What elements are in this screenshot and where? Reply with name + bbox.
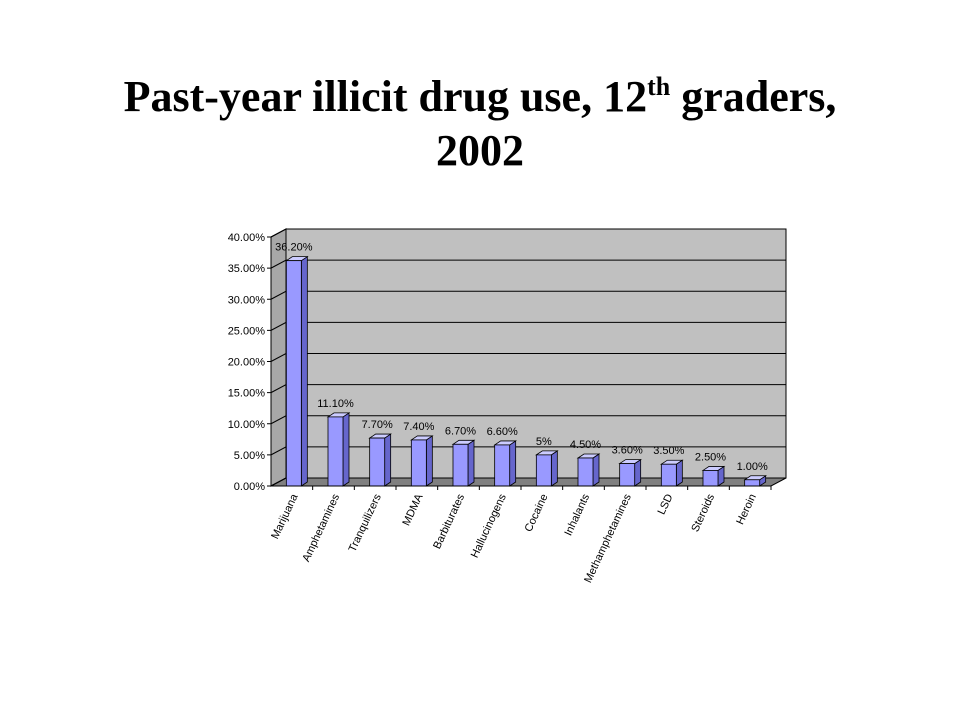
bar-front [369,437,386,487]
gridline [270,259,786,269]
bar-side [467,439,475,487]
bar-front [327,416,344,487]
bar [701,465,726,487]
bar [451,439,476,487]
y-tick-label: 30.00% [228,294,266,306]
bar [743,475,767,487]
data-label: 3.60% [612,445,643,457]
bar [285,255,309,487]
bar [535,450,559,487]
bar-side [425,435,433,487]
bar-front [285,260,302,487]
bar-front [494,444,511,487]
y-tick-label: 0.00% [234,481,265,493]
bar [660,459,684,487]
bar-side [509,440,517,487]
bar [326,412,351,487]
y-tick-label: 40.00% [228,232,266,244]
bar [368,433,392,487]
bar-side [550,450,558,487]
data-label: 7.70% [362,419,393,431]
data-label: 1.00% [737,461,768,473]
title-year: 2002 [436,126,524,175]
slide-title: Past-year illicit drug use, 12th graders… [0,70,960,178]
x-tick-label: LSD [656,492,676,517]
x-axis: Marijuana Amphetamines Tranquilizers MDMA Ba… [269,485,772,585]
x-tick-label: Heroin [734,492,759,526]
title-rest: graders, [670,72,837,121]
bars [285,255,767,487]
data-label: 4.50% [570,439,601,451]
y-tick-label: 35.00% [228,263,266,275]
x-tick-label: Barbiturates [431,492,467,551]
bar-front [660,463,677,487]
title-main: Past-year illicit drug use, 12 [123,72,648,121]
x-tick-label: Cocaine [523,492,551,534]
bar [618,458,642,487]
bar-side [384,433,392,487]
data-labels: 36.20% 11.10% 7.70% 7.40% 6.70% 6.60% 5% 4.50% 3… [275,242,768,473]
data-label: 36.20% [275,242,313,254]
bar-front [702,470,719,487]
bar-side [300,255,308,487]
data-label: 5% [536,436,552,448]
y-tick-label: 15.00% [228,388,266,400]
bar-front [452,443,469,487]
y-tick-label: 25.00% [228,325,266,337]
bar-front [619,463,636,487]
x-tick-label: Steroids [689,492,717,534]
bar [576,453,601,487]
y-tick-label: 20.00% [228,357,266,369]
bar-front [577,457,594,487]
data-label: 6.60% [487,426,518,438]
y-axis: 0.00% 5.00% 10.00% 15.00% 20.00% 25.00% 30.00%… [228,232,272,493]
x-tick-label: Amphetamines [300,492,342,564]
bar [493,440,517,487]
bar-side [634,458,642,487]
y-tick-label: 5.00% [234,450,265,462]
data-label: 7.40% [403,421,434,433]
x-tick-label: MDMA [400,492,425,528]
bar-front [410,439,427,487]
y-tick-label: 10.00% [228,419,266,431]
bar-front [535,454,552,487]
x-tick-label: Hallucinogens [469,492,509,560]
data-label: 3.50% [653,445,684,457]
x-tick-label: Inhalants [562,492,592,538]
bar-side [592,453,600,487]
bar-side [342,412,350,487]
data-label: 6.70% [445,425,476,437]
x-tick-label: Tranquilizers [347,492,385,554]
bar [410,435,434,487]
data-label: 2.50% [695,451,726,463]
x-tick-label: Methamphetamines [582,492,634,585]
title-superscript: th [647,72,671,101]
gridline [270,228,786,238]
bar-front [744,479,761,487]
x-tick-label: Marijuana [269,491,301,541]
data-label: 11.10% [317,398,354,410]
